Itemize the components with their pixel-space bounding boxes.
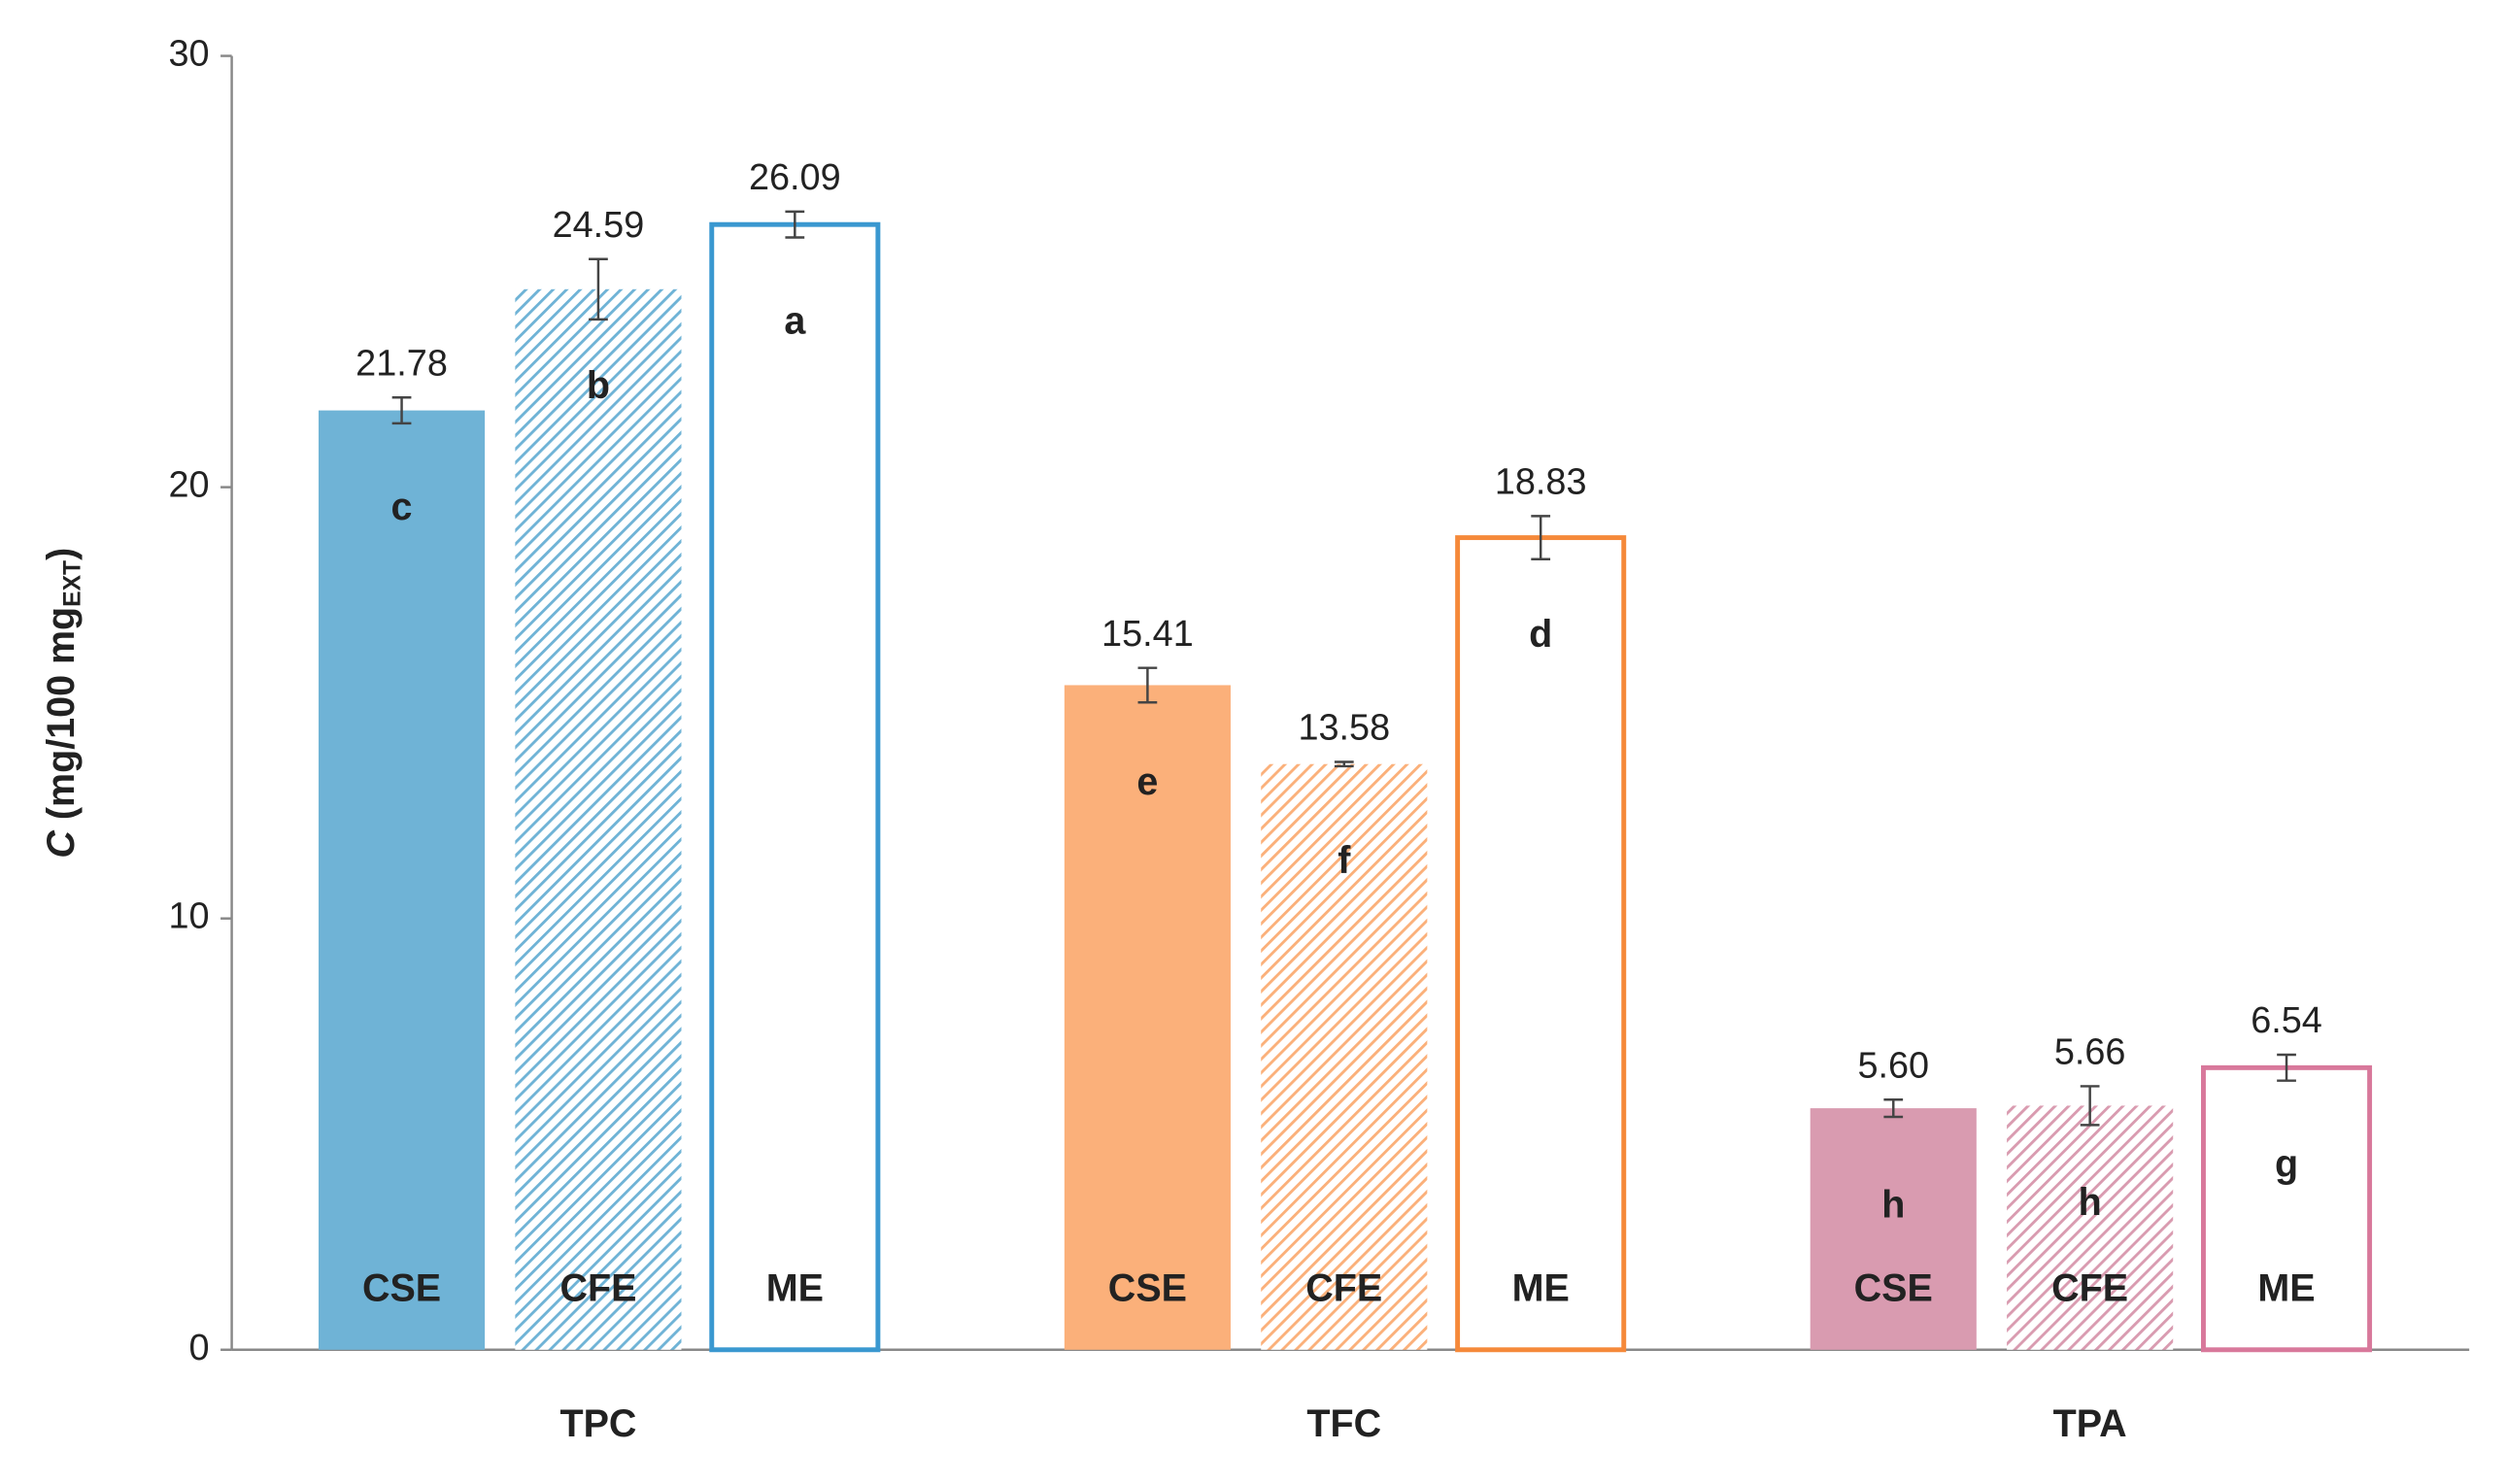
significance-letter: h [2079,1181,2102,1224]
series-label: CFE [1305,1266,1382,1309]
y-label-symbol: C [40,830,83,859]
value-label: 5.60 [1857,1045,1929,1086]
significance-letter: a [784,300,806,343]
significance-letter: g [2275,1143,2298,1186]
x-tick-label: TPA [2053,1402,2127,1445]
y-label-close: ) [40,548,83,560]
significance-letter: e [1136,760,1158,803]
y-tick-label: 20 [168,465,209,506]
value-label: 26.09 [749,157,841,198]
y-axis-label: C (mg/100 mgEXT) [40,548,85,859]
value-label: 18.83 [1495,461,1587,502]
series-label: ME [1512,1266,1570,1309]
y-label-subscript: EXT [59,560,85,607]
y-label-unit: (mg/100 mg [40,607,83,820]
error-bar [1334,760,1354,768]
series-label: ME [2257,1266,2315,1309]
error-bar [1137,666,1158,704]
series-label: CFE [2051,1266,2128,1309]
value-label: 5.66 [2054,1032,2126,1073]
y-tick-label: 10 [168,896,209,937]
bar [515,288,682,1350]
value-label: 6.54 [2251,1000,2322,1041]
error-bar [2080,1085,2100,1127]
value-label: 24.59 [553,205,645,246]
series-label: CSE [1854,1266,1933,1309]
bar [2201,1064,2373,1353]
error-bar [391,396,412,425]
series-label: CFE [559,1266,636,1309]
bar [1261,763,1428,1350]
y-tick-label: 30 [168,34,209,75]
value-label: 15.41 [1101,614,1194,655]
series-label: CSE [1108,1266,1187,1309]
significance-letter: f [1338,839,1351,882]
error-bar [589,257,608,321]
series-label: CSE [362,1266,441,1309]
error-bar [1531,515,1551,561]
value-label: 21.78 [356,343,448,384]
significance-letter: c [391,486,413,528]
bar [1455,535,1627,1353]
error-bar [785,210,805,239]
bar [318,410,486,1350]
x-tick-label: TFC [1306,1402,1381,1445]
error-bar [2277,1053,2296,1082]
bar [709,221,881,1353]
bar [1810,1108,1977,1350]
significance-letter: h [1881,1183,1905,1226]
bar [1064,685,1231,1350]
significance-letter: b [587,364,610,407]
bar [2007,1105,2174,1350]
value-label: 13.58 [1298,708,1390,749]
x-tick-label: TPC [559,1402,636,1445]
error-bar [1883,1097,1904,1119]
y-tick-label: 0 [188,1328,209,1368]
series-label: ME [766,1266,824,1309]
significance-letter: d [1529,613,1552,656]
